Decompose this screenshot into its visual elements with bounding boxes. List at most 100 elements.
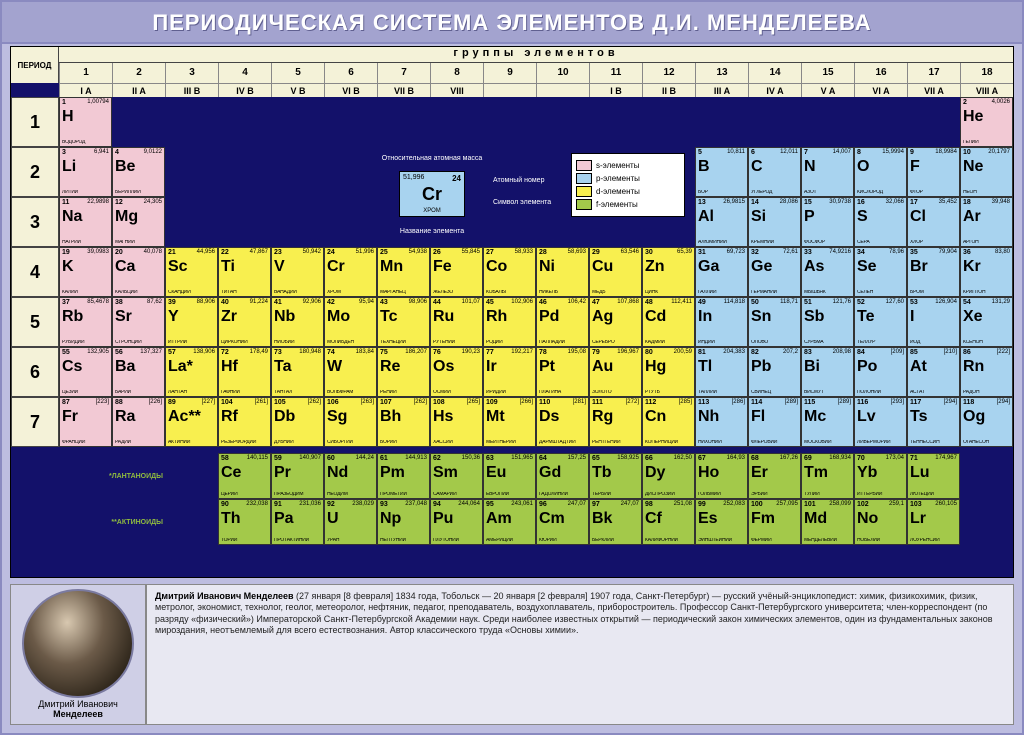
element-name: ИТТЕРБИЙ (857, 492, 904, 497)
element-grid: I AII AIII BIV BV BVI BVII BVIIII BII BI… (11, 83, 1013, 577)
element-number: 99 (698, 501, 706, 508)
element-cell: 63151,965EuЕВРОПИЙ (483, 453, 536, 499)
element-cell: 3683,80KrКРИПТОН (960, 247, 1013, 297)
element-symbol: Si (751, 209, 766, 225)
element-symbol: Fr (62, 409, 78, 425)
element-mass: 28,086 (780, 199, 798, 205)
element-mass: 91,224 (250, 299, 268, 305)
element-mass: 74,9216 (829, 249, 851, 255)
element-number: 70 (857, 455, 865, 462)
element-number: 50 (751, 299, 759, 306)
element-symbol: Bk (592, 511, 612, 527)
element-name: ОЛОВО (751, 340, 798, 345)
element-name: БАРИЙ (115, 390, 162, 395)
element-number: 46 (539, 299, 547, 306)
element-number: 111 (592, 399, 603, 406)
element-number: 85 (910, 349, 918, 356)
element-name: ТУЛИЙ (804, 492, 851, 497)
element-cell: 65158,925TbТЕРБИЙ (589, 453, 642, 499)
element-cell: 2144,956ScСКАНДИЙ (165, 247, 218, 297)
element-symbol: Pa (274, 511, 294, 527)
element-cell: 56137,327BaБАРИЙ (112, 347, 165, 397)
element-cell: 66162,50DyДИСПРОЗИЙ (642, 453, 695, 499)
element-symbol: Po (857, 359, 877, 375)
element-cell: 11,00794HВОДОРОД (59, 97, 112, 147)
column-number: 14 (748, 63, 801, 83)
element-mass: 204,383 (723, 349, 745, 355)
element-cell: 71174,967LuЛЮТЕЦИЙ (907, 453, 960, 499)
legend-swatch-label: f-элементы (596, 200, 638, 209)
element-number: 16 (857, 199, 865, 206)
element-symbol: Cd (645, 309, 666, 325)
element-cell: 1428,086SiКРЕМНИЙ (748, 197, 801, 247)
element-number: 103 (910, 501, 922, 508)
element-number: 55 (62, 349, 70, 356)
element-number: 33 (804, 249, 812, 256)
element-number: 91 (274, 501, 282, 508)
group-roman-header: VIII (430, 83, 483, 97)
element-symbol: Li (62, 159, 76, 175)
legend-demo-sym: Cr (400, 184, 464, 205)
legend-element-key: Относительная атомная масса 51,996 24 Cr… (371, 155, 493, 233)
actinide-label: **АКТИНОИДЫ (11, 499, 165, 545)
element-cell: 1839,948ArАРГОН (960, 197, 1013, 247)
element-mass: 55,845 (462, 249, 480, 255)
element-number: 49 (698, 299, 706, 306)
element-name: БЕРКЛИЙ (592, 538, 639, 543)
column-number: 1 (59, 63, 112, 83)
element-mass: [272] (626, 399, 639, 405)
period-number: 5 (11, 297, 59, 347)
element-cell: 53126,904IИОД (907, 297, 960, 347)
element-symbol: No (857, 511, 878, 527)
element-number: 6 (751, 149, 755, 156)
element-number: 68 (751, 455, 759, 462)
element-cell: 2451,996CrХРОМ (324, 247, 377, 297)
element-number: 13 (698, 199, 706, 206)
element-cell: 94244,064PuПЛУТОНИЙ (430, 499, 483, 545)
element-number: 28 (539, 249, 547, 256)
element-name: ОГАНЕСОН (963, 440, 1010, 445)
element-name: ТЕЛЛУР (857, 340, 904, 345)
element-name: ДИСПРОЗИЙ (645, 492, 692, 497)
element-cell: 95243,061AmАМЕРИЦИЙ (483, 499, 536, 545)
element-mass: 18,9984 (935, 149, 957, 155)
element-name: ЦИРКОНИЙ (221, 340, 268, 345)
element-symbol: Mt (486, 409, 505, 425)
element-number: 54 (963, 299, 971, 306)
element-number: 101 (804, 501, 816, 508)
element-symbol: Mo (327, 309, 350, 325)
legend-demo-cell: 51,996 24 Cr ХРОМ (399, 171, 465, 217)
element-name: ДАРМШТАДТИЙ (539, 440, 586, 445)
element-symbol: Cs (62, 359, 82, 375)
element-number: 31 (698, 249, 706, 256)
element-cell: 3478,96SeСЕЛЕН (854, 247, 907, 297)
element-name: ЗОЛОТО (592, 390, 639, 395)
element-name: КАЛЬЦИЙ (115, 290, 162, 295)
element-mass: 247,07 (568, 501, 586, 507)
element-number: 25 (380, 249, 388, 256)
element-mass: 14,007 (833, 149, 851, 155)
element-mass: 72,61 (783, 249, 798, 255)
element-symbol: O (857, 159, 869, 175)
element-name: АМЕРИЦИЙ (486, 538, 533, 543)
element-cell: 91231,036PaПРОТАКТИНИЙ (271, 499, 324, 545)
element-mass: 127,60 (886, 299, 904, 305)
element-mass: 92,906 (303, 299, 321, 305)
element-cell: 49114,818InИНДИЙ (695, 297, 748, 347)
element-name: АРГОН (963, 240, 1010, 245)
element-mass: 12,011 (780, 149, 798, 155)
element-symbol: P (804, 209, 815, 225)
element-name: БРОМ (910, 290, 957, 295)
element-name: ХАССИЙ (433, 440, 480, 445)
element-name: ПЛУТОНИЙ (433, 538, 480, 543)
element-number: 66 (645, 455, 653, 462)
element-symbol: Co (486, 259, 507, 275)
element-name: СКАНДИЙ (168, 290, 215, 295)
element-cell: 48112,411CdКАДМИЙ (642, 297, 695, 347)
element-number: 38 (115, 299, 123, 306)
element-mass: 121,76 (833, 299, 851, 305)
element-number: 114 (751, 399, 762, 406)
element-number: 19 (62, 249, 70, 256)
element-mass: 30,9738 (829, 199, 851, 205)
group-roman-header: I B (589, 83, 642, 97)
